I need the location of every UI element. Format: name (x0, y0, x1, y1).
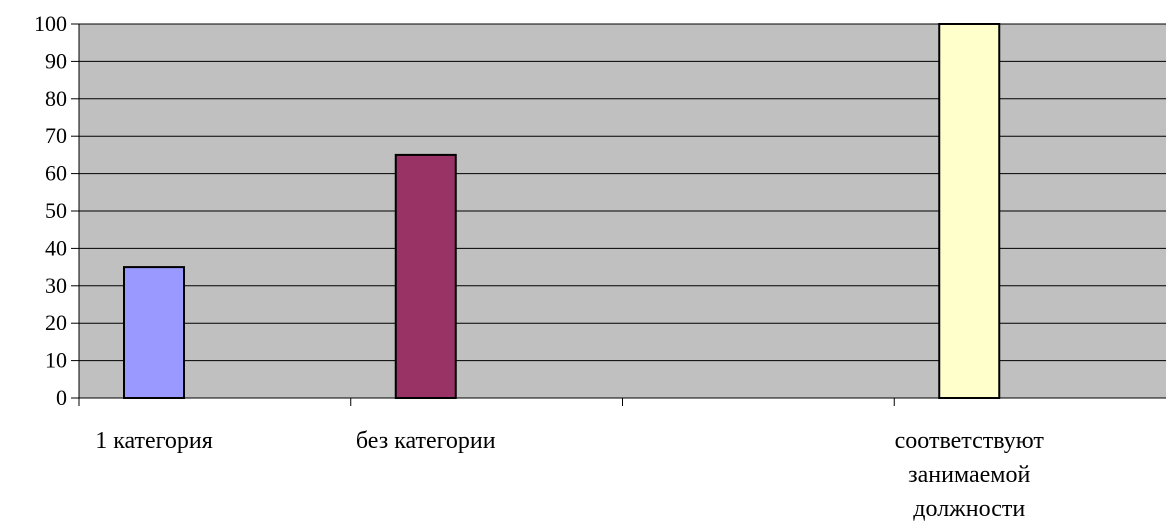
bar (394, 153, 457, 399)
y-tick-label: 100 (34, 11, 67, 36)
y-tick-label: 20 (45, 310, 67, 335)
x-axis-ticks (78, 398, 895, 406)
y-tick-label: 0 (56, 385, 67, 410)
x-category-label: без категории (356, 428, 496, 454)
y-axis-tick-labels: 0 10 20 30 40 50 60 70 80 90 100 (34, 11, 79, 410)
y-tick-label: 30 (45, 273, 67, 298)
y-tick-label: 10 (45, 348, 67, 373)
x-category-label: занимаемой (908, 462, 1030, 488)
x-category-label: соответствуют (895, 428, 1045, 454)
y-tick-label: 70 (45, 123, 67, 148)
y-tick-label: 40 (45, 235, 67, 260)
bar (938, 23, 1001, 399)
x-category-label: 1 категория (95, 428, 213, 454)
bar (123, 266, 185, 399)
y-tick-label: 60 (45, 161, 67, 186)
y-tick-label: 80 (45, 86, 67, 111)
bars (123, 23, 1001, 399)
y-tick-label: 50 (45, 198, 67, 223)
x-category-label: должности (913, 496, 1025, 522)
y-tick-label: 90 (45, 48, 67, 73)
x-axis-category-labels: 1 категория без категории соответствуют зан… (95, 428, 1044, 522)
